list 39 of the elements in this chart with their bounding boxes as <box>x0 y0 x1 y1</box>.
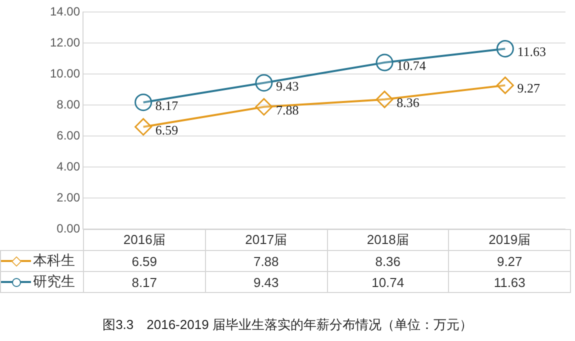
data-label: 9.27 <box>448 250 570 272</box>
legend-label: 本科生 <box>33 252 75 268</box>
legend-label: 研究生 <box>33 273 75 289</box>
point <box>376 90 394 108</box>
y-tick-label: 0.00 <box>56 221 80 236</box>
data-label: 8.36 <box>327 250 449 272</box>
data-label: 6.59 <box>84 250 206 272</box>
annotation: 9.43 <box>276 78 299 94</box>
data-label: 9.43 <box>205 272 327 292</box>
x-tick-label: 2019届 <box>448 230 570 250</box>
annotation: 8.36 <box>396 94 420 110</box>
annotation: 6.59 <box>155 122 178 138</box>
y-tick-label: 14.00 <box>50 4 80 18</box>
annotation: 11.63 <box>517 44 546 60</box>
data-label: 11.63 <box>448 272 570 292</box>
point <box>134 94 152 112</box>
x-tick-label: 2017届 <box>205 230 327 250</box>
point <box>255 98 273 116</box>
data-label: 10.74 <box>327 272 449 292</box>
data-label: 8.17 <box>84 272 206 292</box>
y-tick-label: 10.00 <box>50 66 80 80</box>
y-tick-label: 4.00 <box>56 159 80 174</box>
data-label: 7.88 <box>205 250 327 272</box>
y-tick-label: 8.00 <box>56 97 80 112</box>
y-tick-label: 2.00 <box>56 190 80 204</box>
point <box>255 74 273 92</box>
annotation: 7.88 <box>276 102 299 118</box>
point <box>496 40 514 58</box>
text: 图3.3 2016-2019 届毕业生落实的年薪分布情况（单位：万元） <box>102 316 474 334</box>
y-tick-label: 6.00 <box>56 128 80 142</box>
annotation: 8.17 <box>155 98 179 113</box>
x-tick-label: 2018届 <box>327 230 449 250</box>
point <box>496 76 514 94</box>
annotation: 9.27 <box>517 80 540 96</box>
annotation: 10.74 <box>396 58 426 73</box>
point <box>376 54 394 72</box>
y-tick-label: 12.00 <box>50 35 80 50</box>
point <box>134 118 152 136</box>
x-tick-label: 2016届 <box>84 230 206 250</box>
